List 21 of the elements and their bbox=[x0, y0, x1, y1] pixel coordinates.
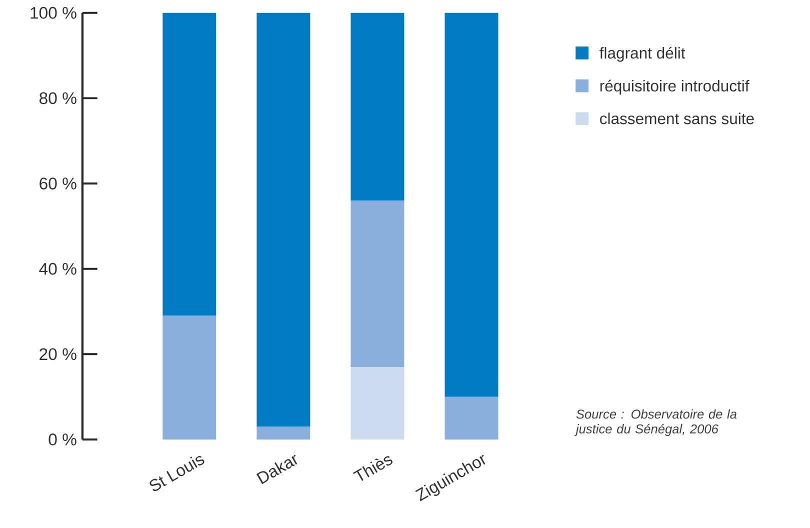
bar bbox=[444, 397, 498, 440]
legend-label: classement sans suite bbox=[600, 112, 754, 124]
bar bbox=[350, 367, 404, 440]
legend-label: flagrant délit bbox=[600, 47, 686, 62]
source-note: Source : Observatoire de la justice du Sénégal, 2006 bbox=[574, 409, 737, 436]
y-tick-label: 100 % bbox=[30, 7, 76, 20]
bar bbox=[350, 13, 404, 201]
bar bbox=[256, 13, 310, 427]
legend-label: réquisitoire introductif bbox=[600, 80, 750, 95]
x-tick-label: Thiès bbox=[352, 456, 392, 482]
y-tick-label: 40 % bbox=[39, 263, 76, 275]
bar bbox=[350, 200, 404, 368]
y-tick-label: 0 % bbox=[48, 434, 76, 446]
y-tick-label: 80 % bbox=[40, 92, 76, 104]
x-tick-label: St Louis bbox=[150, 456, 204, 492]
bar bbox=[162, 13, 216, 316]
y-tick-label: 60 % bbox=[40, 178, 76, 190]
bar bbox=[162, 316, 216, 440]
bar bbox=[256, 426, 310, 440]
bar bbox=[444, 13, 498, 398]
y-tick-label: 20 % bbox=[40, 348, 76, 360]
